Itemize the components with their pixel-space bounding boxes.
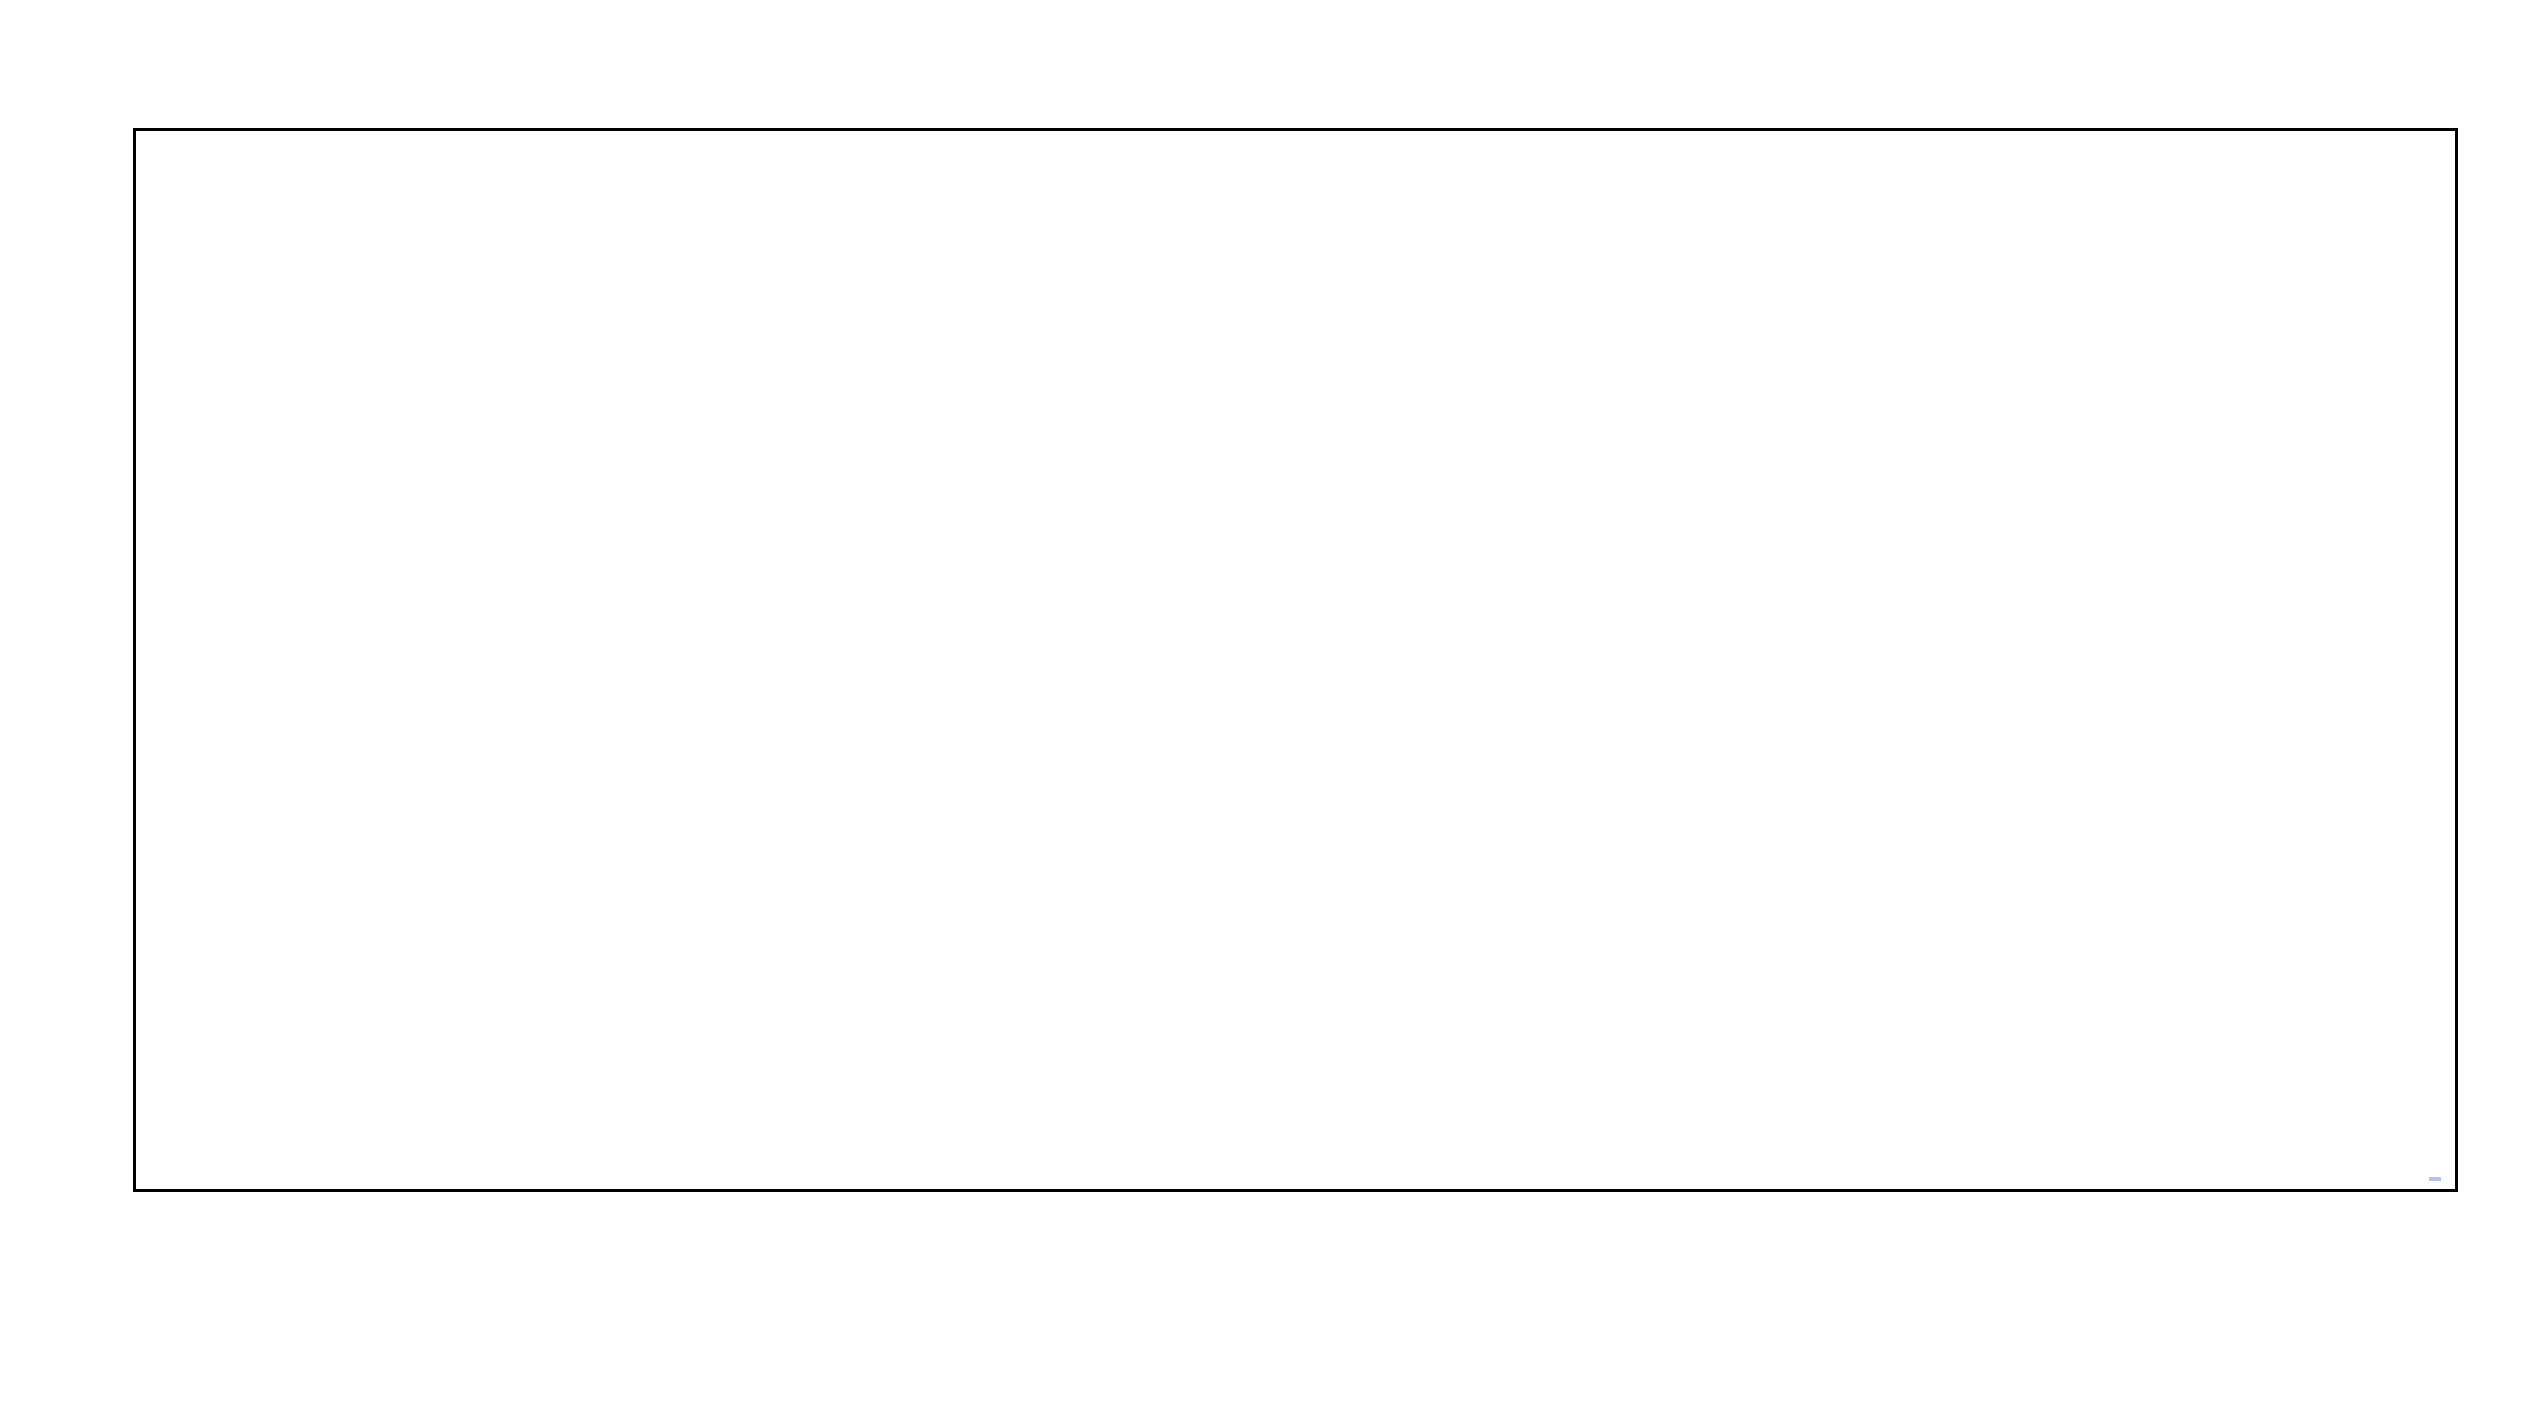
dust-load-map bbox=[136, 131, 2455, 1189]
map-plot-area[interactable] bbox=[133, 128, 2458, 1192]
colorbar[interactable] bbox=[0, 1290, 2534, 1420]
colorbar-svg bbox=[0, 1290, 2534, 1420]
map-approval-watermark bbox=[2429, 1177, 2441, 1181]
